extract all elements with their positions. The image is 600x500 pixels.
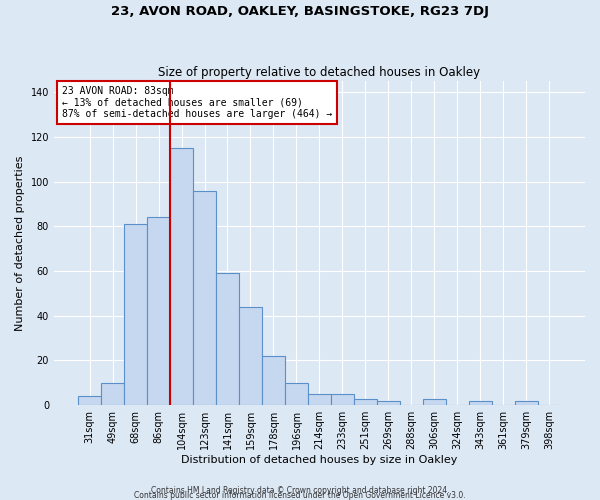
Text: Contains public sector information licensed under the Open Government Licence v3: Contains public sector information licen… bbox=[134, 490, 466, 500]
Bar bbox=[147, 218, 170, 405]
Bar bbox=[170, 148, 193, 405]
Text: 23, AVON ROAD, OAKLEY, BASINGSTOKE, RG23 7DJ: 23, AVON ROAD, OAKLEY, BASINGSTOKE, RG23… bbox=[111, 5, 489, 18]
Bar bbox=[262, 356, 285, 405]
Bar bbox=[193, 190, 216, 405]
Bar bbox=[423, 398, 446, 405]
Bar bbox=[515, 400, 538, 405]
Bar bbox=[78, 396, 101, 405]
Bar bbox=[377, 400, 400, 405]
Bar bbox=[354, 398, 377, 405]
Y-axis label: Number of detached properties: Number of detached properties bbox=[15, 156, 25, 331]
Title: Size of property relative to detached houses in Oakley: Size of property relative to detached ho… bbox=[158, 66, 481, 78]
Bar bbox=[285, 383, 308, 405]
Bar bbox=[239, 307, 262, 405]
Bar bbox=[331, 394, 354, 405]
Bar bbox=[124, 224, 147, 405]
Bar bbox=[101, 383, 124, 405]
Bar bbox=[216, 274, 239, 405]
X-axis label: Distribution of detached houses by size in Oakley: Distribution of detached houses by size … bbox=[181, 455, 458, 465]
Text: 23 AVON ROAD: 83sqm
← 13% of detached houses are smaller (69)
87% of semi-detach: 23 AVON ROAD: 83sqm ← 13% of detached ho… bbox=[62, 86, 332, 119]
Bar bbox=[308, 394, 331, 405]
Text: Contains HM Land Registry data © Crown copyright and database right 2024.: Contains HM Land Registry data © Crown c… bbox=[151, 486, 449, 495]
Bar bbox=[469, 400, 492, 405]
